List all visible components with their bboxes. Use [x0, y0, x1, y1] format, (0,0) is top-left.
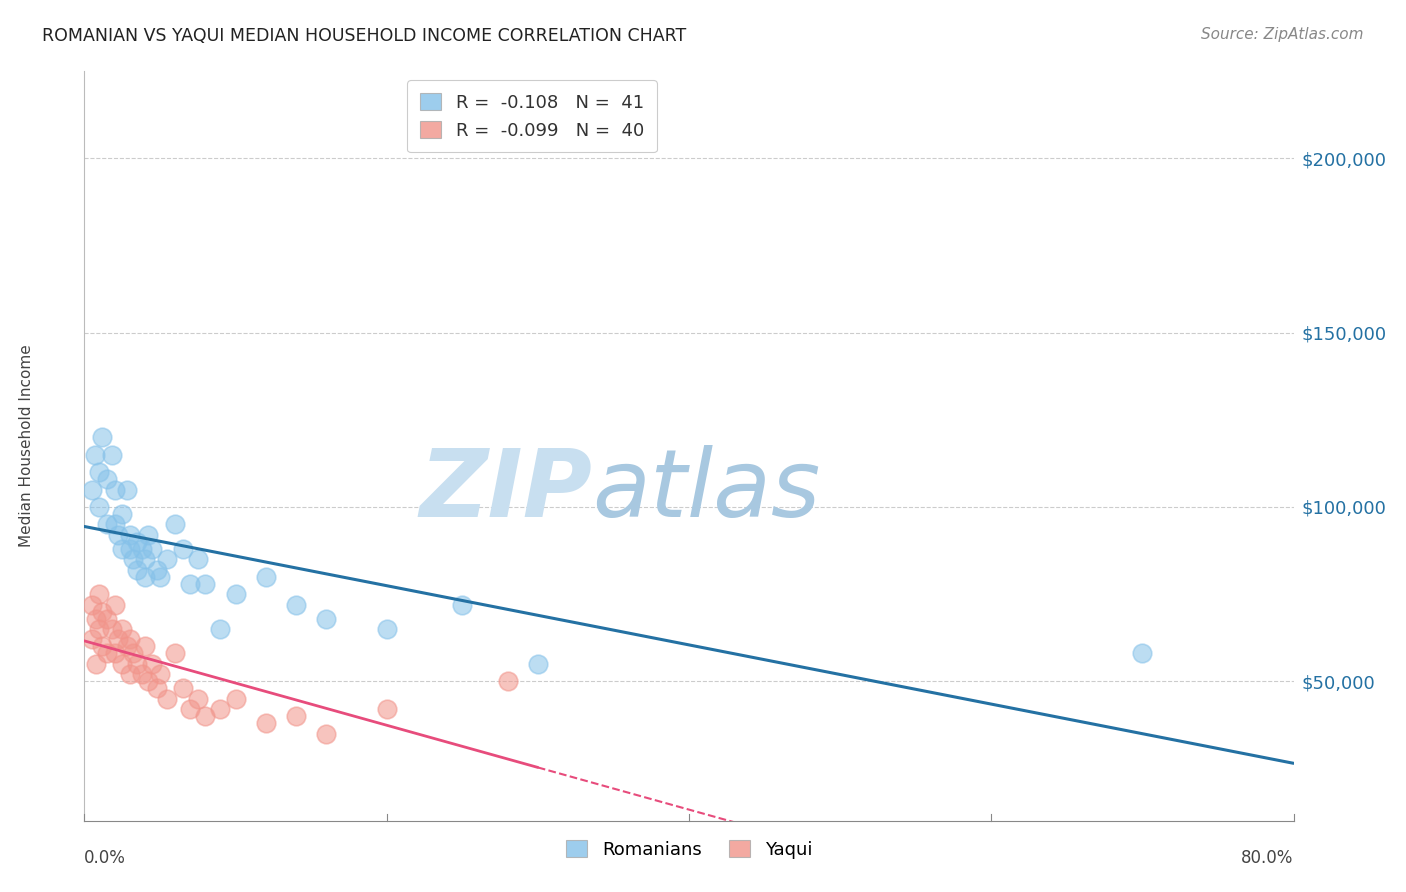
- Point: [375, 622, 398, 636]
- Point: [118, 667, 141, 681]
- Text: ROMANIAN VS YAQUI MEDIAN HOUSEHOLD INCOME CORRELATION CHART: ROMANIAN VS YAQUI MEDIAN HOUSEHOLD INCOM…: [42, 27, 686, 45]
- Point: [209, 702, 232, 716]
- Point: [187, 691, 209, 706]
- Text: Median Household Income: Median Household Income: [18, 344, 34, 548]
- Point: [179, 576, 201, 591]
- Point: [194, 576, 217, 591]
- Point: [118, 528, 141, 542]
- Point: [111, 657, 134, 671]
- Point: [134, 570, 156, 584]
- Point: [100, 448, 122, 462]
- Point: [115, 640, 138, 654]
- Point: [187, 552, 209, 566]
- Point: [96, 472, 118, 486]
- Point: [156, 691, 179, 706]
- Point: [225, 587, 247, 601]
- Point: [121, 552, 143, 566]
- Point: [165, 646, 187, 660]
- Point: [118, 541, 141, 556]
- Point: [127, 657, 149, 671]
- Point: [89, 622, 111, 636]
- Point: [131, 541, 153, 556]
- Point: [91, 640, 114, 654]
- Point: [104, 598, 127, 612]
- Point: [527, 657, 550, 671]
- Point: [104, 517, 127, 532]
- Point: [89, 587, 111, 601]
- Point: [254, 716, 277, 731]
- Point: [104, 483, 127, 497]
- Point: [80, 632, 103, 647]
- Point: [111, 541, 134, 556]
- Point: [111, 507, 134, 521]
- Point: [156, 552, 179, 566]
- Point: [225, 691, 247, 706]
- Point: [96, 646, 118, 660]
- Point: [194, 709, 217, 723]
- Point: [127, 534, 149, 549]
- Point: [91, 605, 114, 619]
- Point: [96, 517, 118, 532]
- Point: [285, 598, 308, 612]
- Point: [136, 674, 159, 689]
- Point: [375, 702, 398, 716]
- Point: [146, 681, 169, 696]
- Point: [96, 611, 118, 625]
- Point: [80, 483, 103, 497]
- Point: [131, 667, 153, 681]
- Point: [134, 552, 156, 566]
- Point: [86, 657, 108, 671]
- Point: [172, 541, 194, 556]
- Point: [179, 702, 201, 716]
- Text: ZIP: ZIP: [419, 445, 592, 537]
- Point: [107, 528, 129, 542]
- Point: [118, 632, 141, 647]
- Point: [104, 646, 127, 660]
- Text: 0.0%: 0.0%: [84, 848, 127, 866]
- Point: [496, 674, 519, 689]
- Point: [91, 430, 114, 444]
- Point: [285, 709, 308, 723]
- Point: [89, 465, 111, 479]
- Point: [172, 681, 194, 696]
- Point: [146, 563, 169, 577]
- Text: Source: ZipAtlas.com: Source: ZipAtlas.com: [1201, 27, 1364, 42]
- Point: [165, 517, 187, 532]
- Point: [121, 646, 143, 660]
- Point: [315, 726, 337, 740]
- Point: [134, 640, 156, 654]
- Point: [209, 622, 232, 636]
- Point: [149, 570, 172, 584]
- Point: [115, 483, 138, 497]
- Point: [149, 667, 172, 681]
- Point: [315, 611, 337, 625]
- Point: [89, 500, 111, 514]
- Point: [451, 598, 474, 612]
- Point: [141, 657, 163, 671]
- Point: [1130, 646, 1153, 660]
- Point: [141, 541, 163, 556]
- Legend: Romanians, Yaqui: Romanians, Yaqui: [557, 831, 821, 868]
- Point: [136, 528, 159, 542]
- Point: [80, 598, 103, 612]
- Point: [111, 622, 134, 636]
- Text: 80.0%: 80.0%: [1241, 848, 1294, 866]
- Point: [127, 563, 149, 577]
- Point: [254, 570, 277, 584]
- Point: [100, 622, 122, 636]
- Point: [84, 448, 107, 462]
- Text: atlas: atlas: [592, 445, 821, 536]
- Point: [86, 611, 108, 625]
- Point: [107, 632, 129, 647]
